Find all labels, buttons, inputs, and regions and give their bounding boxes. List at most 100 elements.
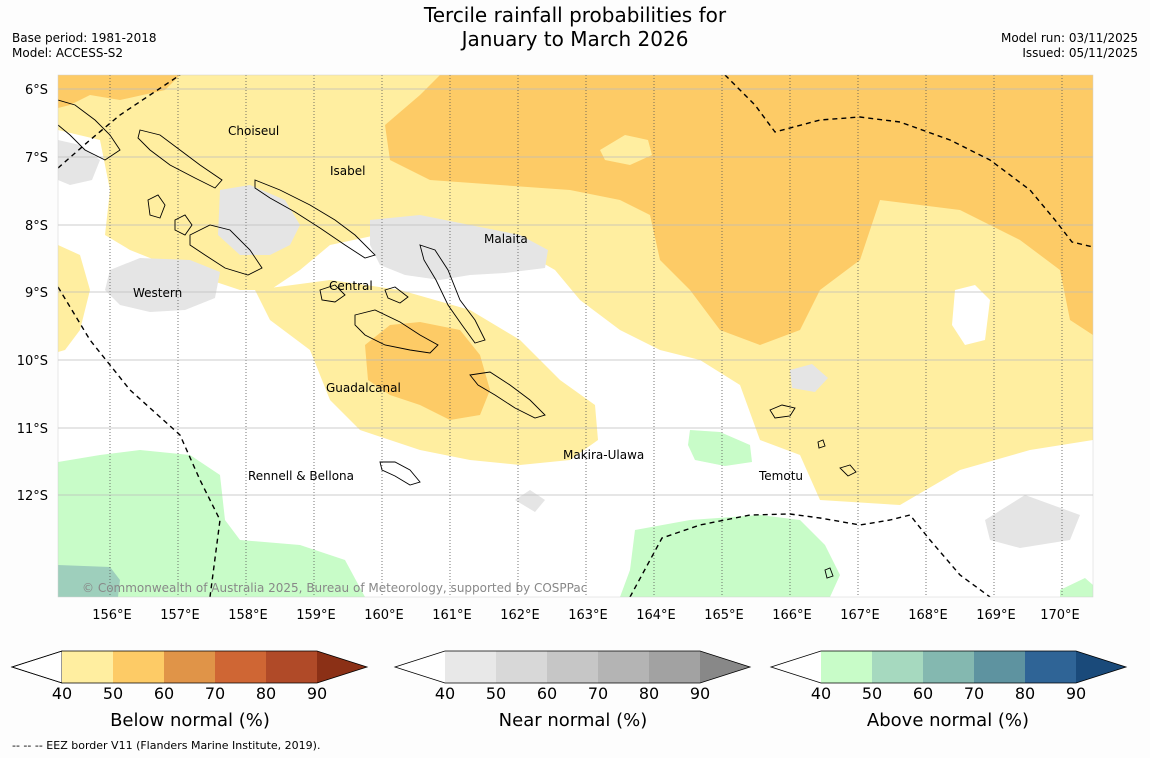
meridian-grid: [109, 75, 1063, 597]
vella-lavella-coast: [174, 214, 193, 236]
below-tick-80: 80: [256, 684, 276, 703]
eez-border-legend: -- -- -- EEZ border V11 (Flanders Marine…: [12, 739, 321, 752]
guadalcanal-coast: [354, 309, 439, 354]
above-tick-70: 70: [964, 684, 984, 703]
issued-date: Issued: 05/11/2025: [1022, 46, 1138, 60]
below-tick-60: 60: [154, 684, 174, 703]
lat-label-7s: 7°S: [25, 151, 48, 166]
lon-label-166e: 166°E: [772, 608, 812, 623]
near-outline: [393, 650, 752, 684]
near-over-arrow: [700, 651, 750, 683]
lon-label-167e: 167°E: [840, 608, 880, 623]
central-islands-coast: [319, 284, 346, 303]
above-swatch-80: [1025, 651, 1076, 683]
near-tick-90: 90: [690, 684, 710, 703]
above-40-south: [620, 515, 840, 597]
copyright-notice: © Commonwealth of Australia 2025, Bureau…: [82, 581, 587, 595]
below-40-island-hole: [600, 135, 652, 165]
above-40-southeast: [1060, 578, 1093, 597]
eez-border-north-west: [58, 75, 181, 169]
region-western: Western: [133, 286, 182, 300]
near-tick-60: 60: [537, 684, 557, 703]
below-50-band-east: [385, 75, 1093, 345]
lat-label-10s: 10°S: [17, 354, 48, 369]
lon-label-160e: 160°E: [364, 608, 404, 623]
lon-label-163e: 163°E: [568, 608, 608, 623]
near-tick-40: 40: [435, 684, 455, 703]
probability-field: [58, 75, 1093, 597]
below-outline: [10, 650, 369, 684]
lon-label-157e: 157°E: [160, 608, 200, 623]
province-labels: Choiseul Isabel Malaita Western Central …: [133, 124, 803, 483]
colorbar-near-normal: 40 50 60 70 80 90 Near normal (%): [393, 650, 752, 731]
near-under-arrow: [395, 651, 445, 683]
below-under-arrow: [10, 650, 63, 684]
title-line-1: Tercile rainfall probabilities for: [423, 3, 727, 27]
near-normal-temotu: [790, 364, 828, 392]
region-guadalcanal: Guadalcanal: [326, 381, 401, 395]
southern-island-coast: [824, 567, 834, 579]
near-swatch-40: [445, 651, 496, 683]
near-normal-malaita: [370, 215, 548, 280]
isabel-coast: [254, 179, 376, 259]
map-frame: [57, 74, 1094, 598]
malaita-coast: [419, 244, 486, 344]
above-under-arrow: [771, 651, 821, 683]
region-isabel: Isabel: [330, 164, 365, 178]
region-temotu: Temotu: [758, 469, 803, 483]
lon-label-161e: 161°E: [432, 608, 472, 623]
latitude-labels: 6°S 7°S 8°S 9°S 10°S 11°S 12°S: [17, 83, 48, 504]
lon-label-170e: 170°E: [1040, 608, 1080, 623]
near-tick-80: 80: [639, 684, 659, 703]
above-tick-50: 50: [862, 684, 882, 703]
eez-border-north-east: [724, 75, 1093, 248]
florida-islands-coast: [384, 286, 409, 304]
lon-label-169e: 169°E: [976, 608, 1016, 623]
region-central: Central: [329, 279, 373, 293]
above-tick-40: 40: [811, 684, 831, 703]
colorbar-above-normal: 40 50 60 70 80 90 Above normal (%): [769, 650, 1128, 731]
parallel-grid: [58, 88, 1093, 496]
above-tick-80: 80: [1015, 684, 1035, 703]
map-title: Tercile rainfall probabilities for Janua…: [0, 3, 1150, 51]
lat-label-11s: 11°S: [17, 422, 48, 437]
region-malaita: Malaita: [484, 232, 528, 246]
below-50-band-guadalcanal: [365, 322, 490, 420]
above-swatch-60: [923, 651, 974, 683]
title-line-2: January to March 2026: [461, 27, 689, 51]
below-swatch-70: [215, 651, 266, 683]
below-tick-90: 90: [307, 684, 327, 703]
below-tick-40: 40: [52, 684, 72, 703]
above-tick-60: 60: [913, 684, 933, 703]
below-swatch-50: [113, 651, 164, 683]
near-tick-70: 70: [588, 684, 608, 703]
model-name: Model: ACCESS-S2: [12, 46, 124, 60]
near-swatch-60: [547, 651, 598, 683]
above-40-southwest: [58, 450, 365, 597]
near-normal-southeast: [985, 495, 1080, 548]
near-normal-new-georgia: [218, 185, 300, 255]
rennell-coast: [379, 461, 421, 486]
region-rennell-bellona: Rennell & Bellona: [248, 469, 354, 483]
near-swatch-80: [649, 651, 700, 683]
eez-border-south-west: [58, 286, 221, 597]
near-swatch-70: [598, 651, 649, 683]
near-swatch-50: [496, 651, 547, 683]
near-normal-western: [105, 258, 220, 312]
lat-label-6s: 6°S: [25, 83, 48, 98]
lat-label-9s: 9°S: [25, 286, 48, 301]
above-outline: [769, 650, 1128, 684]
above-tick-90: 90: [1066, 684, 1086, 703]
above-swatch-70: [974, 651, 1025, 683]
new-georgia-coast: [189, 224, 263, 276]
meta-left: Base period: 1981-2018 Model: ACCESS-S2: [12, 31, 157, 61]
below-over-arrow: [317, 651, 367, 683]
lat-label-8s: 8°S: [25, 219, 48, 234]
eez-border: [58, 75, 1093, 597]
base-period: Base period: 1981-2018: [12, 31, 157, 45]
choiseul-coast: [137, 129, 223, 189]
below-50-band-northwest: [58, 75, 180, 108]
bougainville-coast: [58, 99, 121, 161]
model-run: Model run: 03/11/2025: [1000, 31, 1138, 45]
